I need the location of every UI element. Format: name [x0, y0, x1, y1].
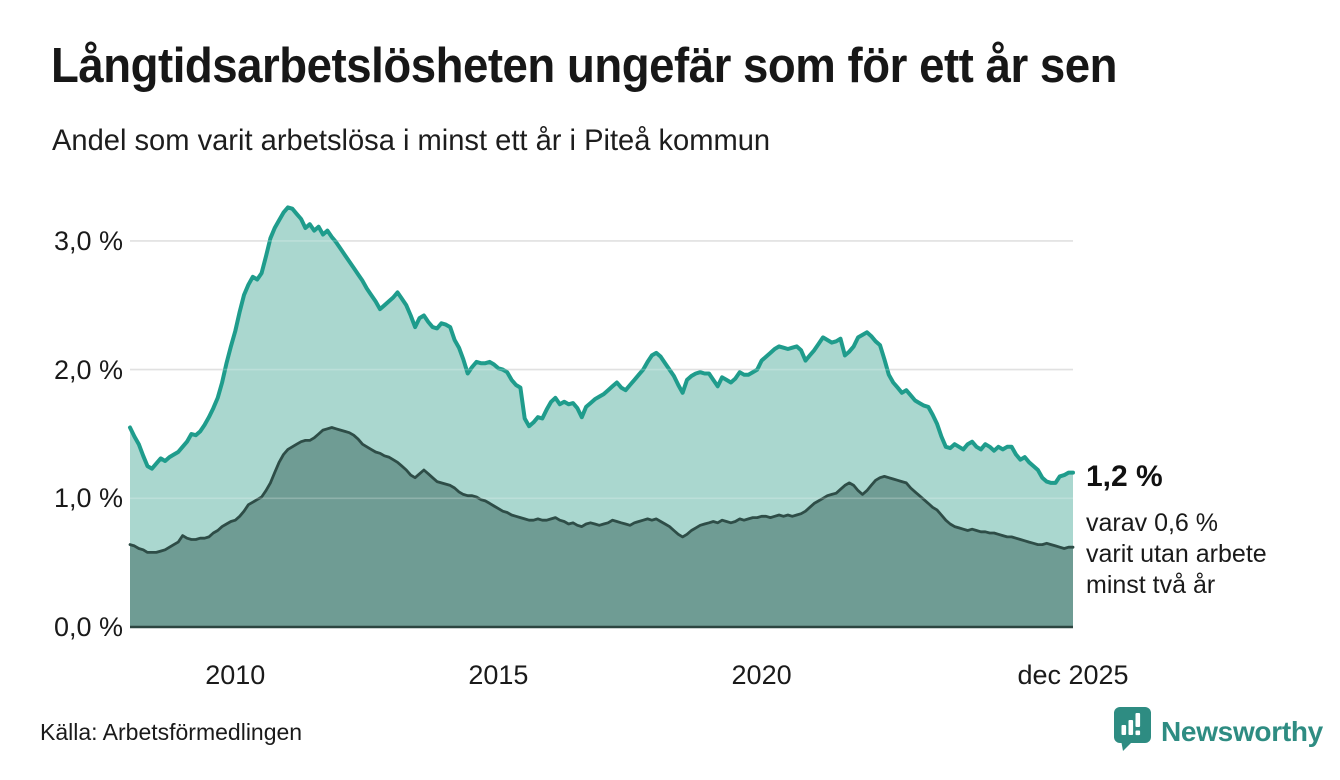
- x-axis-tick-label: 2020: [731, 660, 792, 690]
- x-axis-tick-label: 2010: [205, 660, 266, 690]
- series-two-years-line: [128, 426, 1075, 554]
- newsworthy-bar-chart-icon: [1113, 706, 1153, 757]
- x-axis-tick-label: dec 2025: [1017, 660, 1129, 690]
- end-value-label: 1,2 %: [1086, 460, 1163, 493]
- x-axis-tick-label: 2015: [468, 660, 529, 690]
- gridlines-overlay: [130, 240, 1073, 500]
- y-axis-tick-label: 3,0 %: [53, 225, 123, 256]
- y-axis-tick-label: 1,0 %: [53, 483, 123, 514]
- source-label: Källa: Arbetsförmedlingen: [40, 719, 303, 745]
- newsworthy-wordmark: Newsworthy: [1161, 715, 1323, 747]
- y-axis-tick-label: 0,0 %: [53, 612, 123, 642]
- y-axis-tick-label: 2,0 %: [53, 354, 123, 385]
- chart-title: Långtidsarbetslösheten ungefär som för e…: [51, 39, 1118, 93]
- newsworthy-logo: Newsworthy: [1113, 706, 1323, 757]
- end-note-label: varav 0,6 % varit utan arbete minst två …: [1086, 509, 1267, 599]
- series-total-line: [128, 205, 1075, 485]
- series-two-years-area: [130, 427, 1073, 627]
- chart-subtitle: Andel som varit arbetslösa i minst ett å…: [52, 124, 771, 157]
